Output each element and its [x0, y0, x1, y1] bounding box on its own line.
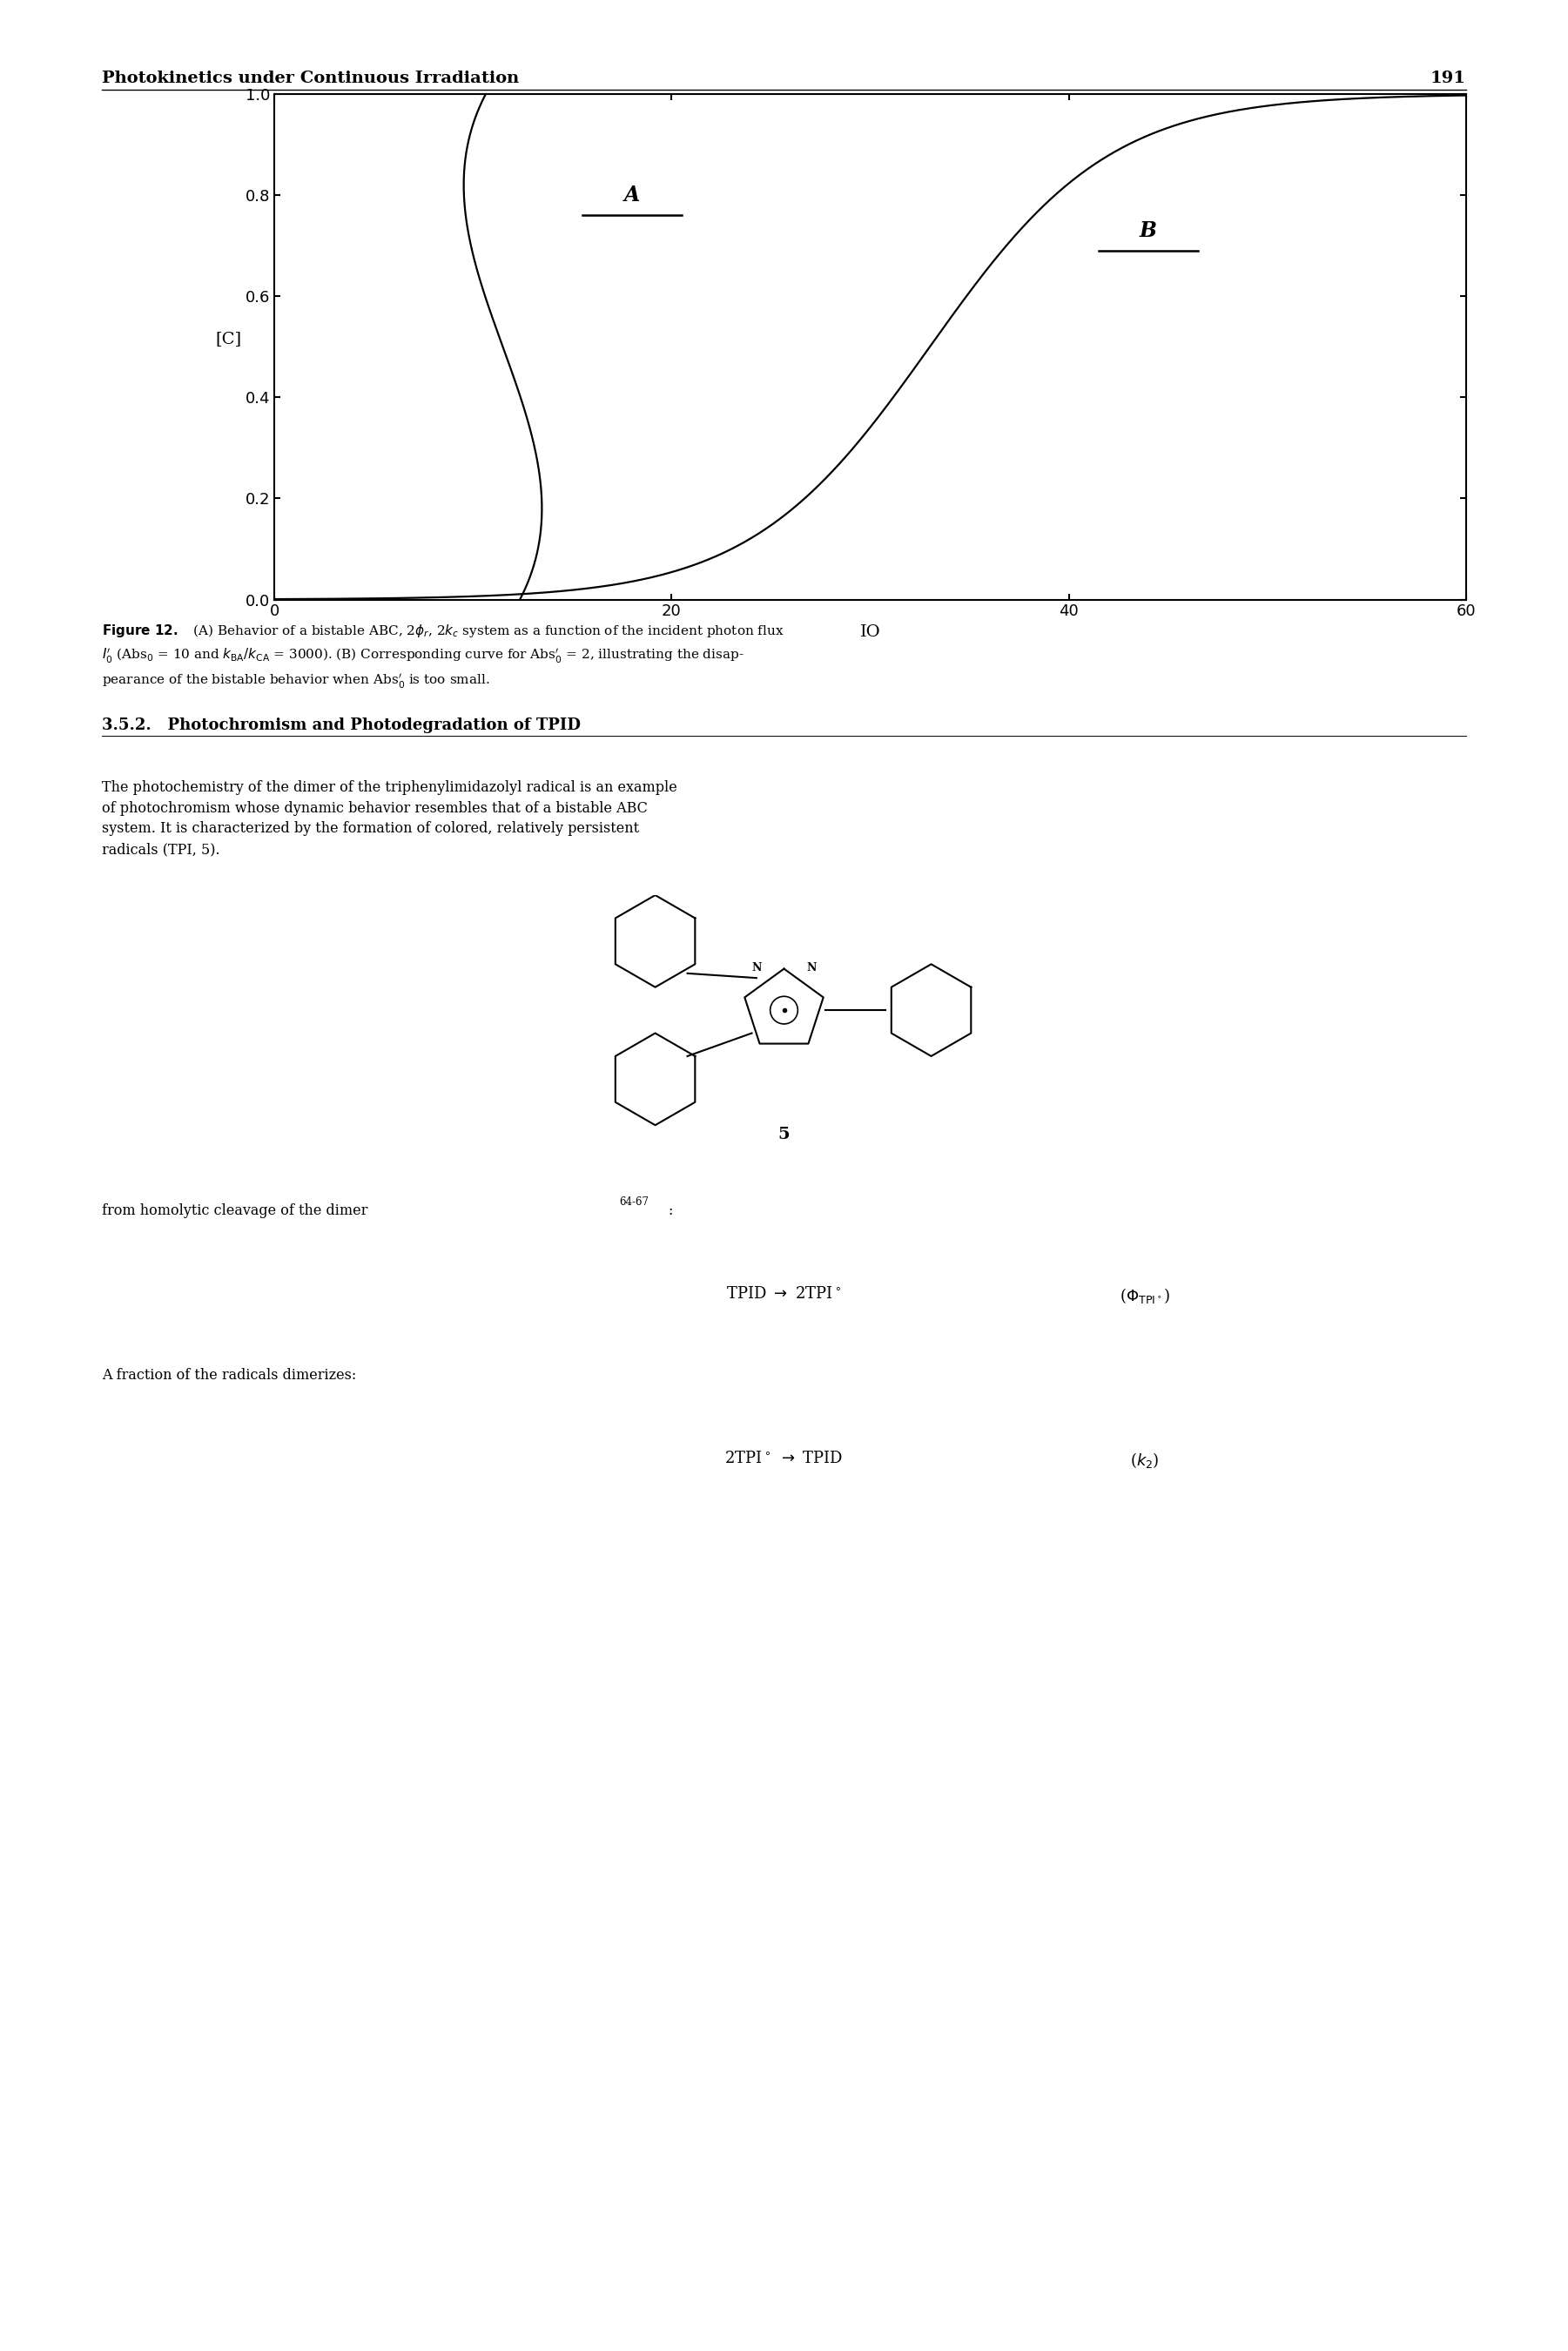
Text: Photokinetics under Continuous Irradiation: Photokinetics under Continuous Irradiati… [102, 71, 519, 87]
X-axis label: IO: IO [859, 625, 881, 639]
Text: $\mathbf{Figure\ 12.}$   (A) Behavior of a bistable ABC, 2$\phi_r$, 2$k_c$ syste: $\mathbf{Figure\ 12.}$ (A) Behavior of a… [102, 623, 784, 691]
Text: TPID $\rightarrow$ 2TPI$^\circ$: TPID $\rightarrow$ 2TPI$^\circ$ [726, 1286, 842, 1302]
Text: 64-67: 64-67 [619, 1197, 649, 1208]
Text: A fraction of the radicals dimerizes:: A fraction of the radicals dimerizes: [102, 1368, 356, 1382]
Text: N: N [806, 962, 817, 973]
Text: from homolytic cleavage of the dimer: from homolytic cleavage of the dimer [102, 1204, 368, 1218]
Text: :: : [668, 1204, 673, 1218]
Text: 191: 191 [1430, 71, 1466, 87]
Text: N: N [751, 962, 762, 973]
Text: B: B [1140, 221, 1157, 240]
Text: ($\Phi_{\rm TPI^\circ}$): ($\Phi_{\rm TPI^\circ}$) [1120, 1286, 1170, 1305]
Y-axis label: [C]: [C] [215, 331, 241, 348]
Text: ($k_2$): ($k_2$) [1131, 1451, 1159, 1469]
Text: The photochemistry of the dimer of the triphenylimidazolyl radical is an example: The photochemistry of the dimer of the t… [102, 781, 677, 856]
Text: 2TPI$^\circ$ $\rightarrow$ TPID: 2TPI$^\circ$ $\rightarrow$ TPID [724, 1451, 844, 1467]
Text: 5: 5 [778, 1126, 790, 1143]
Text: A: A [624, 186, 640, 205]
Text: 3.5.2.   Photochromism and Photodegradation of TPID: 3.5.2. Photochromism and Photodegradatio… [102, 717, 580, 734]
